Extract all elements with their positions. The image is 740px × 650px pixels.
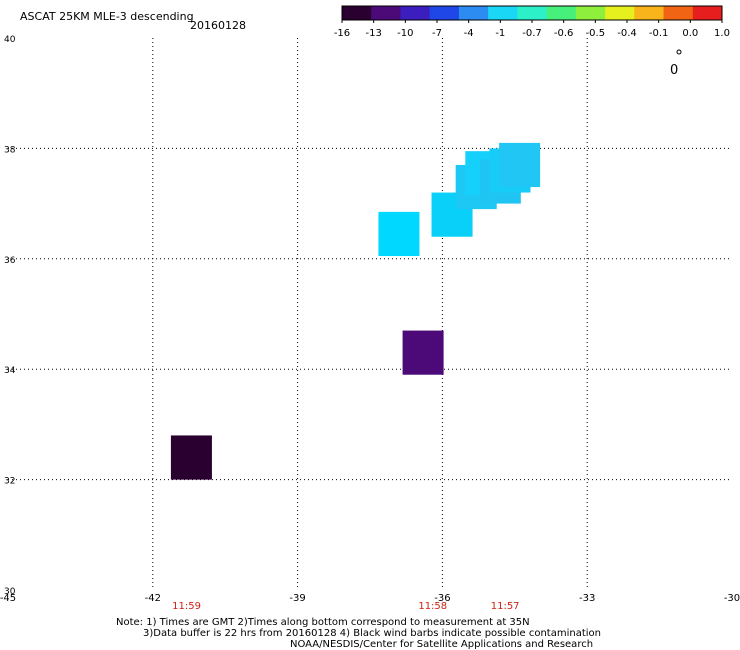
lat-tick-label: 38 <box>4 145 16 155</box>
time-label: 11:57 <box>491 601 520 612</box>
colorbar-swatch <box>371 6 401 20</box>
colorbar-swatch <box>400 6 431 20</box>
colorbar-swatch <box>342 6 372 20</box>
lat-tick-label: 34 <box>4 366 16 376</box>
colorbar-swatch <box>692 6 723 20</box>
wind-reference-dot <box>676 49 682 55</box>
axis-ticks: -45 -42 -39 -36 -33 -30 30 32 34 36 38 40 <box>0 35 740 604</box>
colorbar-swatch <box>517 6 548 20</box>
time-labels: 11:59 11:58 11:57 <box>172 601 519 612</box>
colorbar-label: -0.6 <box>554 28 574 39</box>
data-cell <box>378 211 420 257</box>
data-cell <box>170 435 212 480</box>
colorbar-label: 0.0 <box>682 28 698 39</box>
wind-reference: 0 <box>670 49 682 78</box>
lat-tick-label: 32 <box>4 477 15 487</box>
colorbar-label: -16 <box>334 28 350 39</box>
colorbar-label: -0.4 <box>617 28 637 39</box>
lon-tick-label: -42 <box>145 593 161 604</box>
note-line-3: NOAA/NESDIS/Center for Satellite Applica… <box>290 639 593 650</box>
lon-tick-label: -39 <box>289 593 305 604</box>
lat-tick-label: 30 <box>4 587 16 597</box>
gridlines <box>8 38 732 590</box>
colorbar-swatch <box>605 6 635 20</box>
colorbar-label: -0.7 <box>522 28 542 39</box>
colorbar-label: -7 <box>432 28 442 39</box>
lat-tick-label: 36 <box>4 256 16 266</box>
note-line-2: 3)Data buffer is 22 hrs from 20160128 4)… <box>143 628 601 639</box>
lon-tick-label: -33 <box>579 593 595 604</box>
colorbar-swatch <box>575 6 606 20</box>
data-cells <box>170 142 541 480</box>
wind-reference-label: 0 <box>670 63 678 78</box>
lat-tick-label: 40 <box>4 35 16 45</box>
lon-tick-label: -30 <box>724 593 740 604</box>
colorbar-label: -0.5 <box>586 28 606 39</box>
map-date: 20160128 <box>190 19 246 32</box>
colorbar-swatch <box>546 6 577 20</box>
colorbar-swatch <box>634 6 665 20</box>
colorbar-label: -4 <box>464 28 474 39</box>
data-cell <box>402 330 444 375</box>
time-label: 11:59 <box>172 601 201 612</box>
colorbar-label: -13 <box>365 28 381 39</box>
colorbar-label: -0.1 <box>649 28 669 39</box>
lon-tick-label: -45 <box>0 593 16 604</box>
colorbar-swatch <box>458 6 489 20</box>
colorbar-label: -1 <box>495 28 505 39</box>
colorbar-label: 1.0 <box>714 28 730 39</box>
colorbar-swatch <box>429 6 460 20</box>
colorbar-swatch <box>488 6 518 20</box>
colorbar: -16 -13 -10 -7 -4 -1 -0.7 -0.6 -0.5 -0.4 -0.1 0.0 1.… <box>334 5 730 39</box>
time-label: 11:58 <box>418 601 447 612</box>
colorbar-swatch <box>663 6 694 20</box>
lon-tick-label: -36 <box>434 593 450 604</box>
data-cell <box>499 142 541 188</box>
colorbar-label: -10 <box>397 28 413 39</box>
note-line-1: Note: 1) Times are GMT 2)Times along bot… <box>116 617 530 628</box>
map-title: ASCAT 25KM MLE-3 descending <box>20 10 194 23</box>
